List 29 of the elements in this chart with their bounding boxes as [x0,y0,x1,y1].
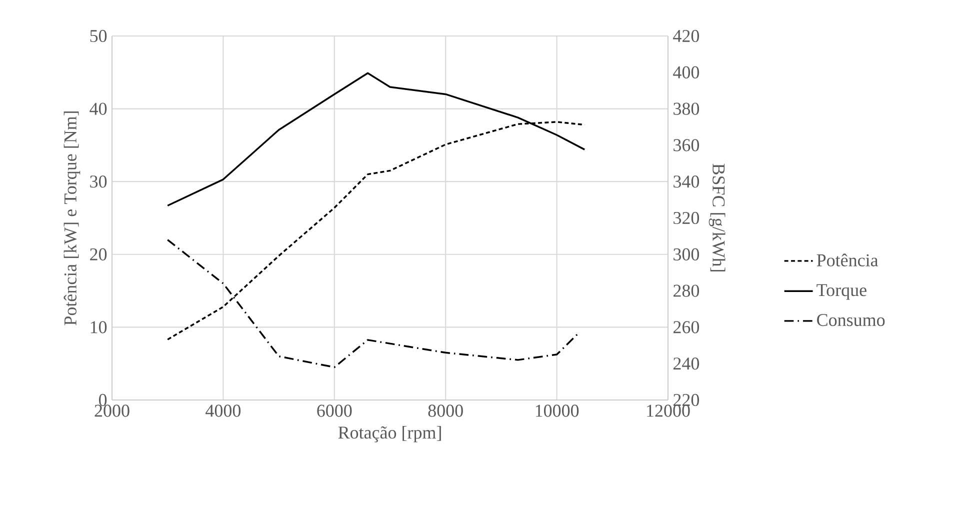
y2-tick-label: 240 [674,358,700,370]
y-tick-label: 50 [90,30,107,42]
x-tick-label: 4000 [206,404,241,417]
y-tick-label: 20 [90,248,107,260]
y-tick-label: 0 [98,394,107,406]
x-tick-label: 6000 [317,404,352,417]
y2-tick-label: 360 [674,139,700,152]
x-axis-title: Rotação [rpm] [338,426,441,442]
y2-tick-label: 320 [674,212,700,224]
x-tick-label: 10000 [536,404,579,417]
legend-label: Consumo [817,314,885,326]
y2-tick-label: 300 [674,248,700,260]
x-tick-label: 12000 [647,404,690,417]
y2-tick-label: 220 [674,394,700,406]
y2-tick-label: 280 [674,284,700,297]
y-axis-title: Potência [kW] e Torque [Nm] [64,111,80,326]
y-tick-label: 10 [90,321,107,334]
y2-tick-label: 400 [673,66,700,78]
x-tick-label: 2000 [94,404,130,417]
y2-tick-label: 380 [674,102,700,115]
y2-tick-label: 340 [674,176,700,188]
y-tick-label: 40 [90,102,107,115]
y2-tick-label: 420 [673,30,700,42]
y2-tick-label: 260 [674,321,700,334]
y-tick-label: 30 [90,176,107,188]
legend-label: Potência [816,254,878,266]
x-tick-label: 8000 [428,404,463,417]
y2-axis-title: BSFC [g/kWh] [708,164,726,272]
legend-label: Torque [816,284,866,300]
